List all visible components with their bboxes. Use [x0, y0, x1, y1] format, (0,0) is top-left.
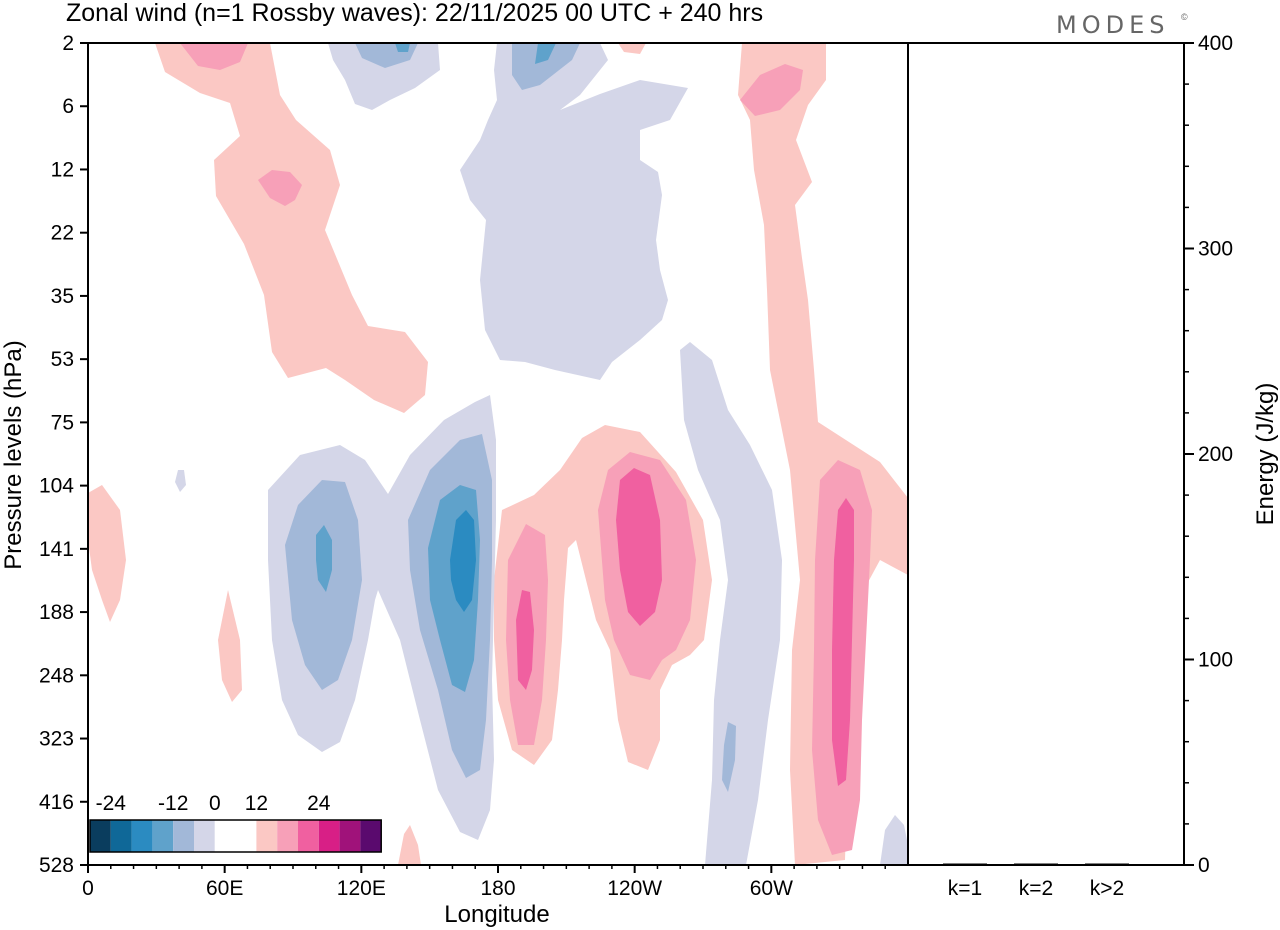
- y-tick-label: 53: [51, 348, 74, 371]
- y-tick-label: 141: [39, 538, 74, 561]
- energy-y-axis: 0 100 200 300 400: [1184, 32, 1233, 877]
- x-tick-label: 120W: [607, 877, 662, 900]
- modes-logo: MODES: [1056, 11, 1169, 39]
- blue-top-1: [328, 43, 440, 110]
- x-tick-label: 60W: [750, 877, 793, 900]
- blue-top-2: [460, 43, 688, 380]
- y-tick-label: 35: [51, 285, 74, 308]
- energy-plot-frame: [907, 42, 1185, 866]
- colorbar-label: 0: [209, 792, 221, 815]
- colorbar-label: 24: [307, 792, 331, 815]
- y-axis-label: Pressure levels (hPa): [0, 340, 27, 569]
- energy-y-tick-label: 0: [1198, 854, 1210, 877]
- colorbar-swatch: [277, 820, 298, 852]
- colorbar-swatch: [90, 820, 111, 852]
- contour-field: [88, 43, 908, 865]
- logo-mark: ©: [1181, 12, 1188, 22]
- contour-level-light-pink: [88, 43, 908, 865]
- steel-top-2: [512, 43, 580, 90]
- colorbar-swatch: [194, 820, 215, 852]
- blue-band-east: [680, 342, 782, 865]
- steel-blue-dot: [316, 525, 332, 592]
- contour-level-magenta: [516, 468, 854, 786]
- y-tick-label: 2: [62, 32, 74, 55]
- magenta-jet-core: [616, 468, 662, 626]
- steel-small: [722, 722, 736, 792]
- energy-bars: k=1 k=2 k>2: [943, 863, 1129, 900]
- y-tick-label: 323: [39, 728, 74, 751]
- x-tick-label: 0: [82, 877, 94, 900]
- energy-y-tick-label: 200: [1198, 443, 1233, 466]
- energy-axis-label: Energy (J/kg): [1252, 383, 1279, 526]
- colorbar-swatch: [235, 820, 257, 852]
- colorbar-swatch: [318, 820, 340, 852]
- colorbar-frame: [89, 819, 382, 853]
- pink-stratosphere-west: [155, 43, 428, 413]
- energy-y-tick-label: 300: [1198, 238, 1233, 261]
- x-axis-label: Longitude: [444, 901, 549, 928]
- dark-blue-core: [450, 510, 476, 612]
- pink-small-blob: [218, 590, 242, 702]
- y-tick-label: 6: [62, 95, 74, 118]
- energy-bar: [1085, 863, 1129, 865]
- contour-level-dark-blue: [450, 510, 476, 612]
- x-axis: 0 60E 120E 180 120W 60W: [82, 865, 886, 900]
- x-tick-label: 120E: [337, 877, 386, 900]
- pink-stratosphere-east: [738, 43, 908, 865]
- pink-left-edge: [88, 485, 126, 622]
- colorbar-label: 12: [245, 792, 268, 815]
- magenta-jet-west: [516, 590, 534, 690]
- blue-small-dot: [175, 470, 186, 492]
- y-tick-label: 248: [39, 664, 74, 687]
- y-tick-label: 416: [39, 791, 74, 814]
- y-tick-label: 528: [39, 854, 74, 877]
- x-tick-label: 60E: [206, 877, 243, 900]
- pink-blob-12: [258, 170, 302, 206]
- pink-top-left: [180, 43, 248, 70]
- energy-category-label: k>2: [1090, 877, 1124, 900]
- colorbar-swatch: [256, 820, 278, 852]
- colorbar-swatch: [131, 820, 153, 852]
- colorbar-label: -24: [96, 792, 127, 815]
- blue-bottom-right: [880, 815, 908, 865]
- energy-category-label: k=1: [948, 877, 982, 900]
- energy-y-tick-label: 100: [1198, 649, 1233, 672]
- y-axis: 2 6 12 22 35 53 75 104 141 188 248 323 416 528: [39, 32, 88, 877]
- pink-top-right: [740, 64, 803, 116]
- steel-blue-top-1: [395, 43, 410, 52]
- chart-title: Zonal wind (n=1 Rossby waves): 22/11/202…: [66, 0, 763, 27]
- colorbar-swatch: [152, 820, 174, 852]
- y-tick-label: 75: [51, 411, 74, 434]
- pink-bottom-small: [398, 825, 421, 865]
- y-tick-label: 188: [39, 601, 74, 624]
- y-tick-label: 12: [51, 158, 74, 181]
- steel-blue-top-2: [535, 43, 556, 64]
- colorbar-swatch: [298, 820, 319, 852]
- colorbar-label: -12: [158, 792, 188, 815]
- energy-category-label: k=2: [1019, 877, 1053, 900]
- y-tick-label: 104: [39, 475, 74, 498]
- y-tick-label: 22: [51, 222, 74, 245]
- energy-bar: [943, 863, 987, 865]
- magenta-jet-east: [832, 498, 854, 786]
- colorbar-swatch: [214, 820, 236, 852]
- x-tick-label: 180: [480, 877, 515, 900]
- colorbar: -24 -12 0 12 24: [89, 792, 382, 853]
- energy-y-tick-label: 400: [1198, 32, 1233, 55]
- energy-bar: [1014, 863, 1058, 865]
- colorbar-swatch: [339, 820, 361, 852]
- colorbar-swatch: [360, 820, 382, 852]
- pink-top-small: [618, 43, 646, 54]
- colorbar-swatch: [173, 820, 194, 852]
- colorbar-swatch: [110, 820, 132, 852]
